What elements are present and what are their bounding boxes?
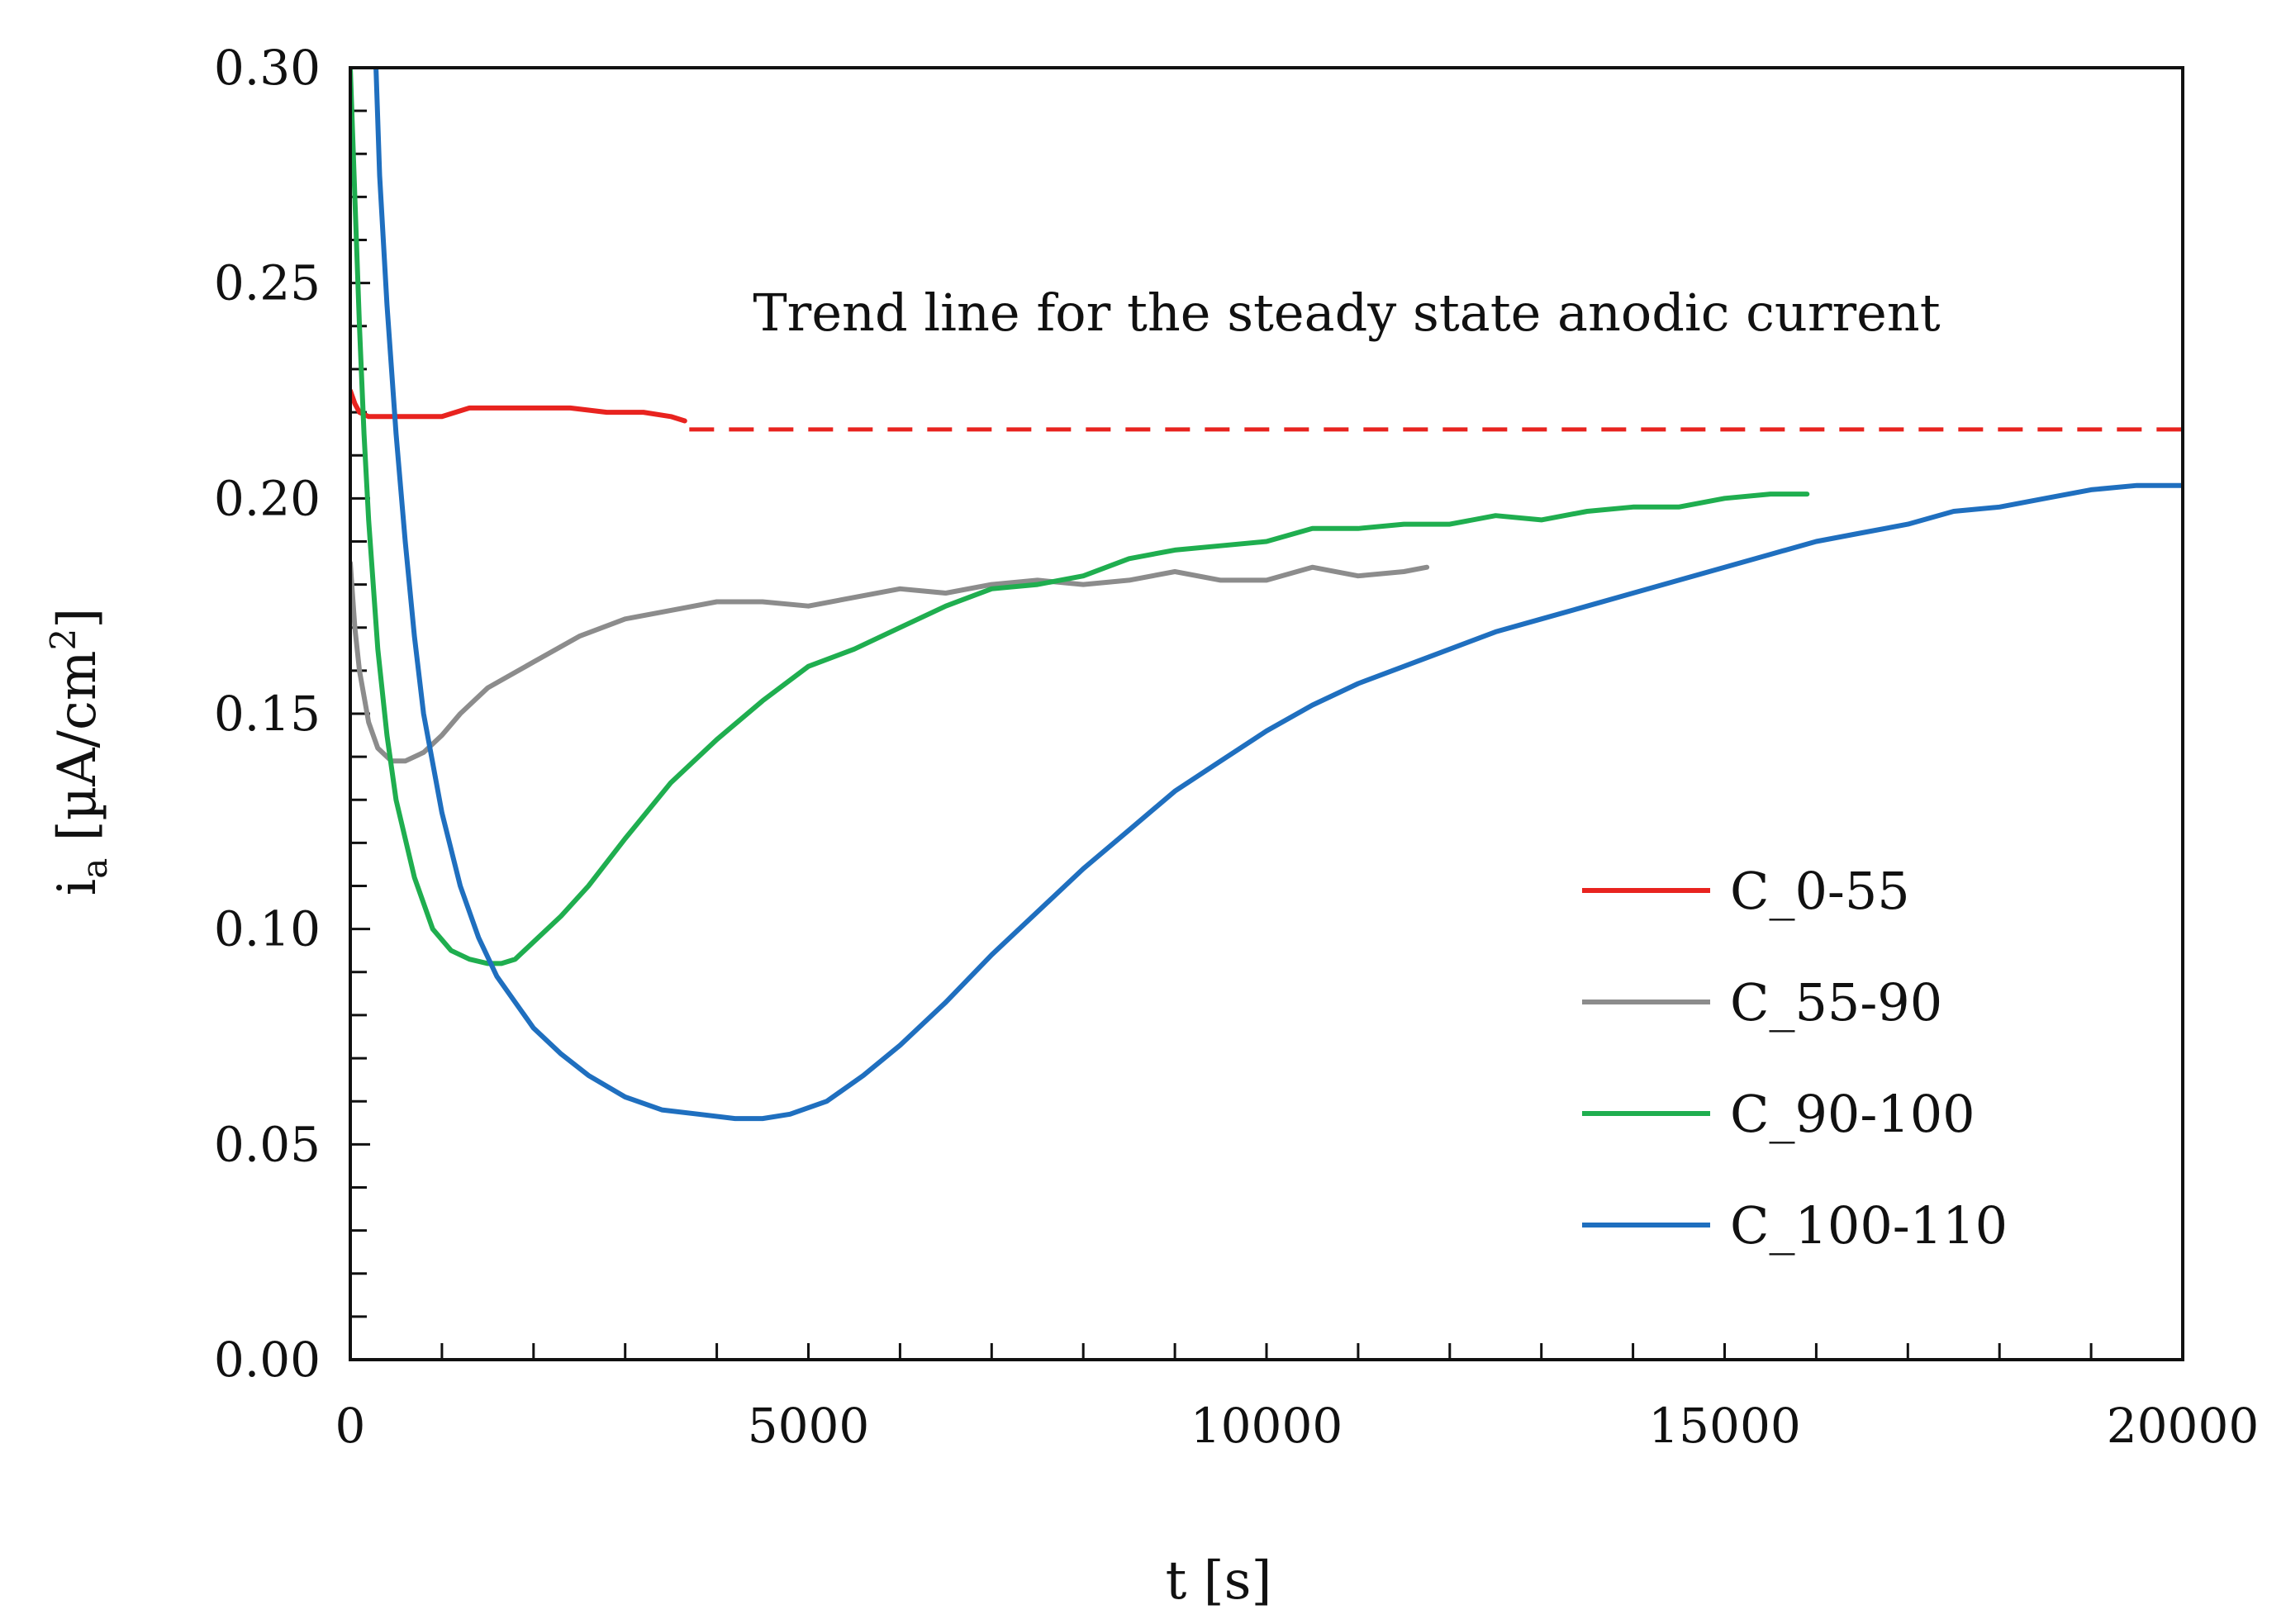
legend-label: C_55-90 bbox=[1730, 972, 1942, 1033]
x-tick-label: 0 bbox=[335, 1398, 366, 1454]
y-tick-label: 0.00 bbox=[214, 1332, 321, 1388]
legend-label: C_0-55 bbox=[1730, 861, 1910, 921]
x-tick-labels: 0 5000 10000 15000 20000 bbox=[335, 1398, 2260, 1454]
series-layer bbox=[350, 68, 2183, 1122]
plot-frame bbox=[349, 66, 2184, 1361]
x-minor-ticks bbox=[349, 1343, 2184, 1360]
series-line-C_55-90 bbox=[350, 560, 1430, 764]
x-axis-title: t [s] bbox=[1166, 1550, 1272, 1612]
y-axis-title: ia [µA/cm2] bbox=[43, 608, 115, 895]
y-axis-title-superscript: 2 bbox=[43, 629, 83, 651]
y-axis-title-close: ] bbox=[47, 608, 108, 629]
series-line-C_90-100 bbox=[350, 68, 1810, 966]
y-tick-labels: 0.00 0.05 0.10 0.15 0.20 0.25 0.30 bbox=[214, 40, 321, 1388]
y-tick-label: 0.15 bbox=[214, 686, 321, 742]
x-tick-label: 15000 bbox=[1648, 1398, 1801, 1454]
y-axis-title-main: i bbox=[47, 879, 108, 895]
y-tick-label: 0.05 bbox=[214, 1116, 321, 1172]
series-line-C_0-55 bbox=[350, 388, 687, 424]
legend-label: C_90-100 bbox=[1730, 1084, 1975, 1144]
x-tick-label: 10000 bbox=[1191, 1398, 1343, 1454]
y-tick-label: 0.20 bbox=[214, 470, 321, 526]
trend-line-annotation: Trend line for the steady state anodic c… bbox=[753, 283, 1940, 343]
y-tick-label: 0.30 bbox=[214, 40, 321, 96]
legend: C_0-55 C_55-90 C_90-100 C_100-110 bbox=[1582, 861, 2008, 1256]
series-line-C_100-110 bbox=[373, 68, 2183, 1122]
x-tick-label: 5000 bbox=[748, 1398, 870, 1454]
y-axis-title-units: [µA/cm bbox=[47, 650, 108, 857]
legend-label: C_100-110 bbox=[1730, 1195, 2008, 1256]
x-tick-label: 20000 bbox=[2107, 1398, 2260, 1454]
y-axis-title-subscript: a bbox=[74, 858, 115, 879]
y-tick-label: 0.25 bbox=[214, 255, 321, 311]
y-tick-label: 0.10 bbox=[214, 901, 321, 957]
